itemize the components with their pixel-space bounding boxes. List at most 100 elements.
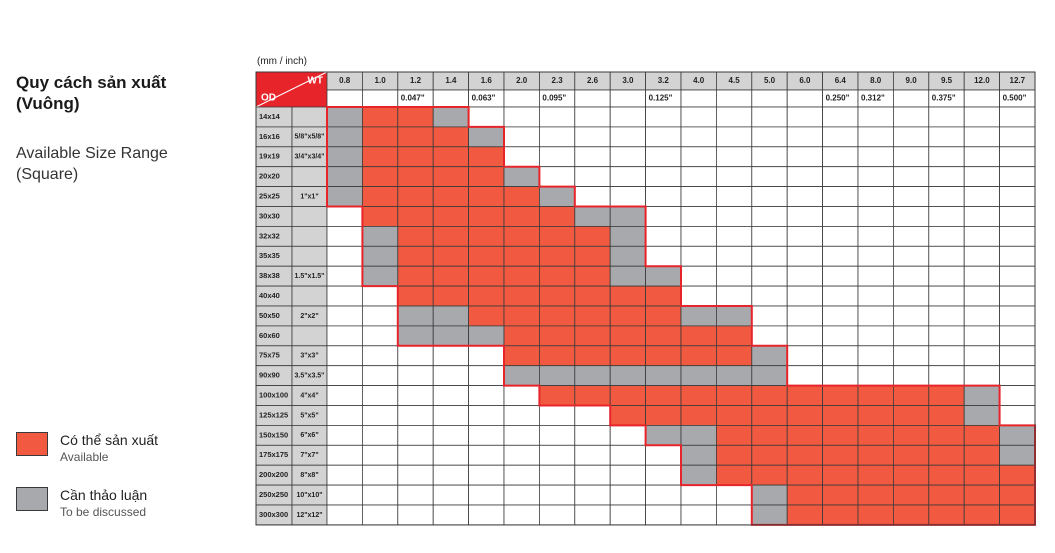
cell-empty (822, 186, 859, 207)
cell-discuss (645, 365, 682, 387)
cell-empty (999, 225, 1036, 247)
cell-discuss (963, 385, 1001, 406)
cell-empty (680, 106, 717, 128)
cell-empty (751, 126, 788, 148)
cell-empty (822, 285, 859, 307)
cell-available (468, 245, 505, 267)
cell-available (432, 265, 470, 287)
wt-inch-cell (609, 89, 647, 108)
cell-empty (963, 146, 1001, 168)
od-inch-cell (291, 325, 328, 347)
cell-empty (539, 504, 576, 526)
cell-available (609, 405, 647, 426)
cell-discuss (716, 365, 753, 387)
cell-empty (609, 126, 647, 148)
cell-discuss (680, 444, 717, 466)
od-inch-cell (291, 285, 328, 307)
cell-empty (716, 484, 753, 506)
od-inch-20: 12"x12" (296, 512, 322, 519)
cell-available (539, 206, 576, 227)
cell-available (432, 186, 470, 207)
cell-empty (857, 126, 894, 148)
cell-discuss (326, 166, 363, 187)
wt-header-5: 2.0 (516, 76, 528, 85)
cell-empty (326, 424, 363, 446)
cell-discuss (468, 325, 505, 347)
cell-empty (397, 345, 434, 367)
cell-empty (468, 424, 505, 446)
cell-empty (822, 106, 859, 128)
od-inch-cell (291, 206, 328, 227)
wt-label: WT (307, 76, 323, 87)
od-row-9: 40x40 (259, 291, 280, 300)
wt-header-6: 2.3 (552, 76, 564, 85)
cell-discuss (716, 305, 753, 327)
cell-discuss (503, 365, 540, 387)
cell-available (503, 206, 540, 227)
cell-empty (645, 106, 682, 128)
cell-available (716, 464, 753, 486)
cell-available (361, 206, 399, 227)
cell-empty (539, 464, 576, 486)
cell-empty (822, 166, 859, 187)
cell-empty (928, 265, 965, 287)
cell-discuss (326, 186, 363, 207)
cell-empty (822, 265, 859, 287)
cell-empty (326, 464, 363, 486)
cell-available (503, 305, 540, 327)
wt-inch-cell (432, 89, 470, 108)
cell-empty (963, 206, 1001, 227)
cell-empty (326, 345, 363, 367)
table-frame (255, 71, 1036, 526)
discuss-label: Cần thảo luận (60, 487, 148, 503)
cell-empty (361, 325, 399, 347)
cell-discuss (361, 265, 399, 287)
cell-empty (680, 186, 717, 207)
cell-available (751, 405, 788, 426)
cell-available (857, 405, 894, 426)
cell-empty (857, 186, 894, 207)
cell-empty (609, 106, 647, 128)
cell-empty (857, 106, 894, 128)
cell-available (539, 325, 576, 347)
title-line-1: Quy cách sản xuất (16, 73, 167, 92)
cell-empty (432, 484, 470, 506)
cell-empty (928, 206, 965, 227)
cell-empty (999, 245, 1036, 267)
cell-discuss (645, 265, 682, 287)
cell-available (574, 325, 611, 347)
cell-available (503, 285, 540, 307)
cell-available (645, 385, 682, 406)
cell-empty (503, 106, 540, 128)
cell-available (609, 305, 647, 327)
cell-empty (857, 206, 894, 227)
cell-empty (857, 285, 894, 307)
od-row-15: 125x125 (259, 410, 288, 419)
cell-empty (751, 265, 788, 287)
cell-empty (928, 325, 965, 347)
cell-discuss (963, 405, 1001, 426)
cell-empty (645, 206, 682, 227)
cell-empty (786, 285, 824, 307)
cell-empty (645, 225, 682, 247)
cell-available (893, 504, 930, 526)
cell-empty (893, 305, 930, 327)
cell-empty (503, 464, 540, 486)
cell-available (822, 385, 859, 406)
cell-empty (893, 146, 930, 168)
cell-available (645, 405, 682, 426)
cell-discuss (539, 365, 576, 387)
cell-available (468, 186, 505, 207)
cell-empty (893, 166, 930, 187)
cell-empty (609, 166, 647, 187)
subtitle: Available Size Range (Square) (16, 143, 168, 185)
cell-discuss (432, 325, 470, 347)
cell-empty (963, 225, 1001, 247)
cell-empty (503, 484, 540, 506)
cell-available (893, 405, 930, 426)
cell-empty (857, 166, 894, 187)
cell-empty (432, 385, 470, 406)
cell-available (857, 484, 894, 506)
od-inch-cell (291, 166, 328, 187)
